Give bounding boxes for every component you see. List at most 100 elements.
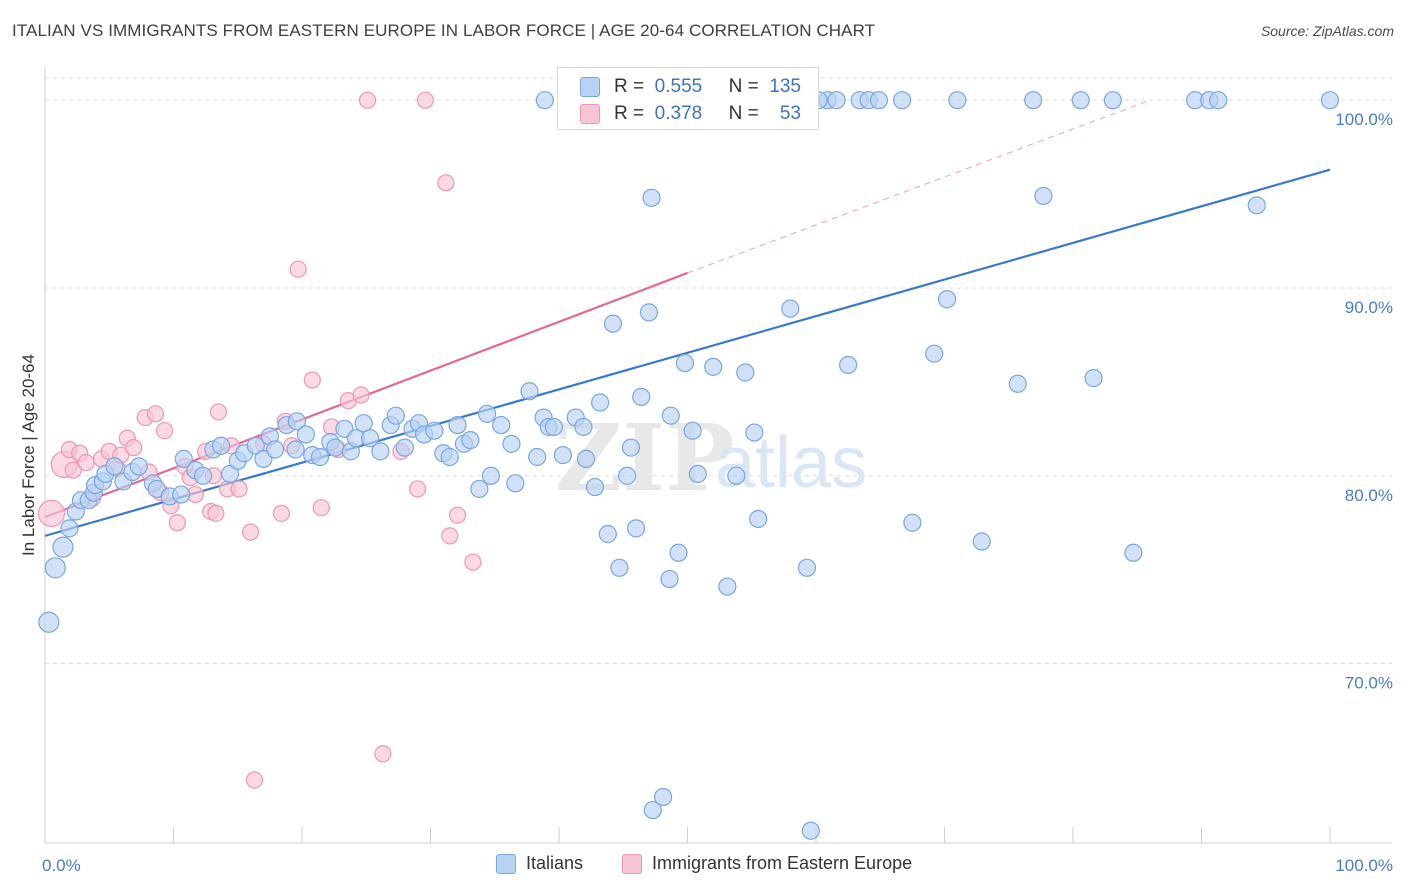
x-tick-label: 100.0% [1335,856,1393,875]
immigrants-trend-extension [687,99,1151,274]
immigrants-point [303,371,321,389]
blue-swatch [580,77,600,97]
immigrants-point [37,499,66,527]
italians-point [448,415,467,435]
n-value: 53 [779,103,801,124]
italians-point [642,188,661,207]
legend-item-italians: Italians [496,853,583,874]
italians-point [211,436,231,455]
italians-point [105,457,124,476]
italians-point [52,536,74,558]
italians-point [704,357,723,376]
r-value: 0.555 [654,76,703,97]
italians-point [653,787,673,807]
immigrants-point [242,523,260,541]
legend-row-immigrants: R = 0.378 N = 53 [580,100,801,128]
italians-point [174,449,193,468]
y-tick-label: 80.0% [1345,486,1393,505]
italians-point [528,447,547,467]
tick-labels: 70.0% 80.0% 90.0% 100.0% 0.0% 100.0% [42,110,1393,875]
source-label: Source: ZipAtlas.com [1260,23,1394,39]
italians-point [287,412,306,431]
n-value: 135 [769,76,801,97]
italians-point [727,466,746,485]
italians-trend-line [44,168,1331,537]
italians-point [60,519,79,538]
y-axis-label: In Labor Force | Age 20-64 [19,354,38,556]
italians-point [1103,91,1122,110]
italians-point [193,466,213,485]
italians-point [669,543,688,562]
x-tick-label: 0.0% [42,856,81,875]
italians-point [801,821,820,840]
immigrants-point [464,553,482,571]
italians-point [1209,91,1228,110]
italians-point [574,417,593,437]
italians-point [172,485,191,504]
immigrants-point [125,439,143,457]
y-tick-label: 100.0% [1335,110,1393,129]
italians-point [286,440,305,459]
italians-point [639,303,659,322]
italians-point [618,466,637,485]
r-label: R = [614,76,645,97]
pink-swatch [580,104,600,124]
italians-point [470,479,489,499]
immigrants-point [245,771,264,789]
immigrants-point [352,386,370,404]
italians-point [461,430,480,450]
n-label: N = [728,103,759,124]
immigrants-point [448,506,467,524]
legend-label: Immigrants from Eastern Europe [652,853,913,873]
italians-point [1247,196,1266,215]
italians-point [683,421,702,440]
italians-point [839,355,858,375]
immigrants-point [358,91,377,109]
italians-point [310,447,330,467]
immigrants-point [289,260,307,278]
italians-point [129,457,148,476]
italians-point [903,513,922,532]
italians-point [395,438,414,457]
immigrants-point [155,422,174,440]
italians-point [576,449,596,468]
immigrants-point [272,504,291,522]
italians-point [925,344,944,363]
watermark: ZIP atlas [555,404,867,512]
data-points [37,91,1340,840]
italians-point [1008,374,1027,393]
italians-point [265,440,285,459]
italians-point [892,91,912,110]
italians-point [1034,186,1053,206]
blue-swatch [496,853,516,874]
immigrants-point [416,91,434,109]
immigrants-point [437,174,455,192]
legend-row-italians: R = 0.555 N = 135 [580,73,801,101]
correlation-legend: R = 0.555 N = 135 R = 0.378 N = 53 [557,67,819,130]
legend-item-immigrants: Immigrants from Eastern Europe [622,853,912,874]
r-value: 0.378 [654,103,703,124]
italians-point [591,393,610,412]
italians-point [354,414,373,433]
italians-point [44,557,66,579]
immigrants-point [209,403,228,421]
pink-swatch [622,853,642,874]
italians-point [386,406,405,425]
n-label: N = [728,76,759,97]
italians-point [621,438,641,457]
immigrants-point [64,461,82,479]
italians-point [296,425,315,444]
italians-point [827,91,846,110]
italians-point [535,91,554,110]
italians-point [492,415,511,435]
italians-point [688,464,707,484]
chart-title: ITALIAN VS IMMIGRANTS FROM EASTERN EUROP… [12,21,876,40]
italians-point [626,519,646,538]
immigrants-point [374,745,392,763]
y-tick-label: 70.0% [1345,674,1393,693]
y-tick-label: 90.0% [1345,298,1393,317]
italians-point [553,446,572,465]
italians-point [361,429,380,448]
italians-point [781,299,800,318]
